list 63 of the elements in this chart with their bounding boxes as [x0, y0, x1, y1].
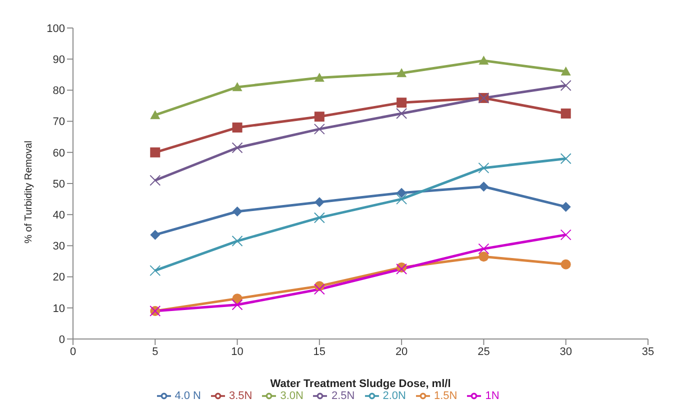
y-axis-title: % of Turbidity Removal — [24, 140, 35, 244]
x-tick-label: 10 — [231, 346, 244, 358]
point — [396, 264, 408, 275]
point — [560, 202, 571, 212]
y-tick-label: 10 — [52, 302, 65, 315]
y-tick-label: 30 — [52, 240, 65, 253]
point — [560, 80, 572, 92]
point — [150, 265, 161, 276]
y-tick-label: 50 — [52, 178, 65, 190]
point — [314, 284, 325, 295]
point — [314, 197, 324, 208]
x-tick-label: 5 — [152, 346, 158, 358]
x-axis-title: Water Treatment Sludge Dose, ml/l — [270, 378, 451, 390]
point — [478, 56, 489, 65]
x-tick-label: 20 — [395, 346, 408, 358]
point — [232, 142, 243, 154]
point — [150, 174, 161, 186]
x-tick-label: 30 — [560, 346, 572, 358]
point — [396, 108, 408, 120]
point — [150, 147, 160, 158]
point — [560, 66, 571, 76]
point — [560, 153, 572, 164]
point — [314, 212, 325, 224]
point — [314, 112, 324, 122]
y-tick-label: 80 — [52, 85, 65, 98]
point — [232, 122, 242, 133]
point — [232, 206, 242, 216]
y-tick-label: 100 — [46, 22, 65, 35]
point — [560, 108, 571, 119]
legend-label: 3.5N — [228, 390, 252, 402]
legend-label: 2.5N — [331, 390, 355, 402]
x-tick-label: 35 — [642, 346, 654, 358]
y-tick-label: 40 — [52, 210, 65, 222]
point — [478, 243, 490, 254]
legend-label: 1N — [485, 390, 500, 402]
y-tick-label: 60 — [52, 147, 65, 160]
legend-label: 1.5N — [434, 390, 458, 402]
point — [232, 82, 242, 92]
point — [150, 110, 160, 120]
y-tick-label: 0 — [58, 334, 65, 346]
point — [150, 230, 160, 240]
point — [232, 299, 243, 310]
point — [314, 72, 324, 82]
x-tick-label: 25 — [478, 346, 490, 358]
legend-label: 2.0N — [382, 390, 406, 402]
y-tick-label: 90 — [52, 54, 65, 66]
point — [560, 259, 571, 270]
point — [396, 194, 408, 205]
point — [314, 124, 325, 135]
point — [478, 252, 489, 262]
point — [560, 229, 572, 240]
x-tick-label: 15 — [313, 346, 326, 358]
point — [396, 98, 407, 108]
y-tick-label: 70 — [52, 116, 65, 128]
y-tick-label: 20 — [52, 272, 65, 284]
point — [396, 68, 407, 78]
point — [478, 162, 490, 174]
legend-label: 3.0N — [280, 390, 304, 402]
x-tick-label: 0 — [70, 346, 76, 358]
legend-label: 4.0 N — [174, 390, 201, 402]
point — [478, 182, 489, 192]
point — [232, 236, 243, 247]
point — [396, 188, 407, 198]
